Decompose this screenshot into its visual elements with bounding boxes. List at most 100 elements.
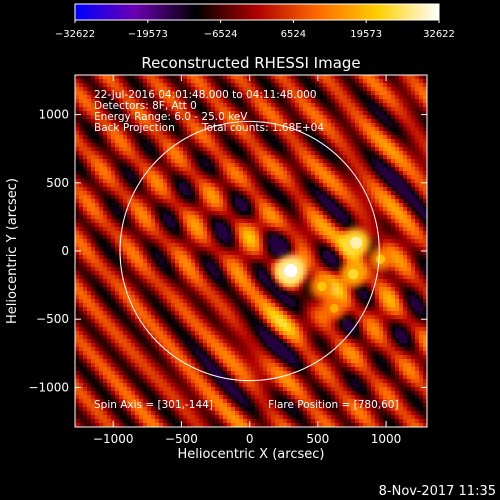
heat-cell xyxy=(363,111,368,116)
heat-cell xyxy=(335,231,340,236)
heat-cell xyxy=(91,91,96,96)
heat-cell xyxy=(211,255,216,260)
heat-cell xyxy=(411,167,416,172)
heat-cell xyxy=(135,203,140,208)
heat-cell xyxy=(423,283,427,288)
heat-cell xyxy=(347,187,352,192)
heat-cell xyxy=(127,215,132,220)
heat-cell xyxy=(415,87,420,92)
heat-cell xyxy=(279,219,284,224)
heat-cell xyxy=(139,263,144,268)
heat-cell xyxy=(403,295,408,300)
heat-cell xyxy=(255,211,260,216)
heat-cell xyxy=(415,83,420,88)
heat-cell xyxy=(335,191,340,196)
heat-cell xyxy=(75,183,80,188)
heat-cell xyxy=(135,151,140,156)
heat-cell xyxy=(143,187,148,192)
heat-cell xyxy=(307,171,312,176)
heat-cell xyxy=(159,207,164,212)
heat-cell xyxy=(275,243,280,248)
heat-cell xyxy=(287,103,292,108)
heat-cell xyxy=(275,135,280,140)
heat-cell xyxy=(303,147,308,152)
heat-cell xyxy=(415,247,420,252)
heat-cell xyxy=(271,267,276,272)
heat-cell xyxy=(135,163,140,168)
heat-cell xyxy=(315,203,320,208)
heat-cell xyxy=(403,231,408,236)
heat-cell xyxy=(335,147,340,152)
heat-cell xyxy=(343,103,348,108)
heat-cell xyxy=(207,251,212,256)
heat-cell xyxy=(167,171,172,176)
heat-cell xyxy=(151,211,156,216)
heat-cell xyxy=(403,91,408,96)
heat-cell xyxy=(339,295,344,300)
heat-cell xyxy=(359,255,364,260)
heat-cell xyxy=(315,107,320,112)
heat-cell xyxy=(163,159,168,164)
heat-cell xyxy=(343,155,348,160)
heat-cell xyxy=(215,151,220,156)
heat-cell xyxy=(163,79,168,84)
heat-cell xyxy=(111,91,116,96)
heat-cell xyxy=(411,123,416,128)
heat-cell xyxy=(243,207,248,212)
heat-cell xyxy=(371,155,376,160)
heat-cell xyxy=(155,79,160,84)
heat-cell xyxy=(99,139,104,144)
heat-cell xyxy=(179,167,184,172)
heat-cell xyxy=(399,83,404,88)
heat-cell xyxy=(103,239,108,244)
heat-cell xyxy=(339,195,344,200)
heat-cell xyxy=(83,163,88,168)
heat-cell xyxy=(327,83,332,88)
heat-cell xyxy=(283,83,288,88)
heat-cell xyxy=(395,243,400,248)
heat-cell xyxy=(363,287,368,292)
heat-cell xyxy=(347,119,352,124)
heat-cell xyxy=(91,103,96,108)
heat-cell xyxy=(339,183,344,188)
heat-cell xyxy=(363,119,368,124)
heat-cell xyxy=(175,211,180,216)
heat-cell xyxy=(423,199,427,204)
heat-cell xyxy=(347,255,352,260)
heat-cell xyxy=(251,159,256,164)
heat-cell xyxy=(259,95,264,100)
heat-cell xyxy=(303,199,308,204)
heat-cell xyxy=(79,235,84,240)
heat-cell xyxy=(183,171,188,176)
heat-cell xyxy=(327,87,332,92)
heat-cell xyxy=(119,171,124,176)
heat-cell xyxy=(283,151,288,156)
heat-cell xyxy=(95,87,100,92)
heat-cell xyxy=(103,171,108,176)
heat-cell xyxy=(159,163,164,168)
heat-cell xyxy=(395,103,400,108)
heat-cell xyxy=(395,203,400,208)
heat-cell xyxy=(219,231,224,236)
heat-cell xyxy=(411,283,416,288)
heat-cell xyxy=(407,183,412,188)
heat-cell xyxy=(395,259,400,264)
heat-cell xyxy=(175,239,180,244)
heat-cell xyxy=(223,123,228,128)
heat-cell xyxy=(187,179,192,184)
heat-cell xyxy=(223,87,228,92)
heat-cell xyxy=(323,171,328,176)
heat-cell xyxy=(139,87,144,92)
heat-cell xyxy=(75,187,80,192)
heat-cell xyxy=(255,239,260,244)
heat-cell xyxy=(219,255,224,260)
heat-cell xyxy=(351,139,356,144)
heat-cell xyxy=(247,83,252,88)
heat-cell xyxy=(399,283,404,288)
heat-cell xyxy=(115,267,120,272)
heat-cell xyxy=(375,235,380,240)
heat-cell xyxy=(115,271,120,276)
heat-cell xyxy=(103,271,108,276)
heat-cell xyxy=(95,187,100,192)
heat-cell xyxy=(323,159,328,164)
